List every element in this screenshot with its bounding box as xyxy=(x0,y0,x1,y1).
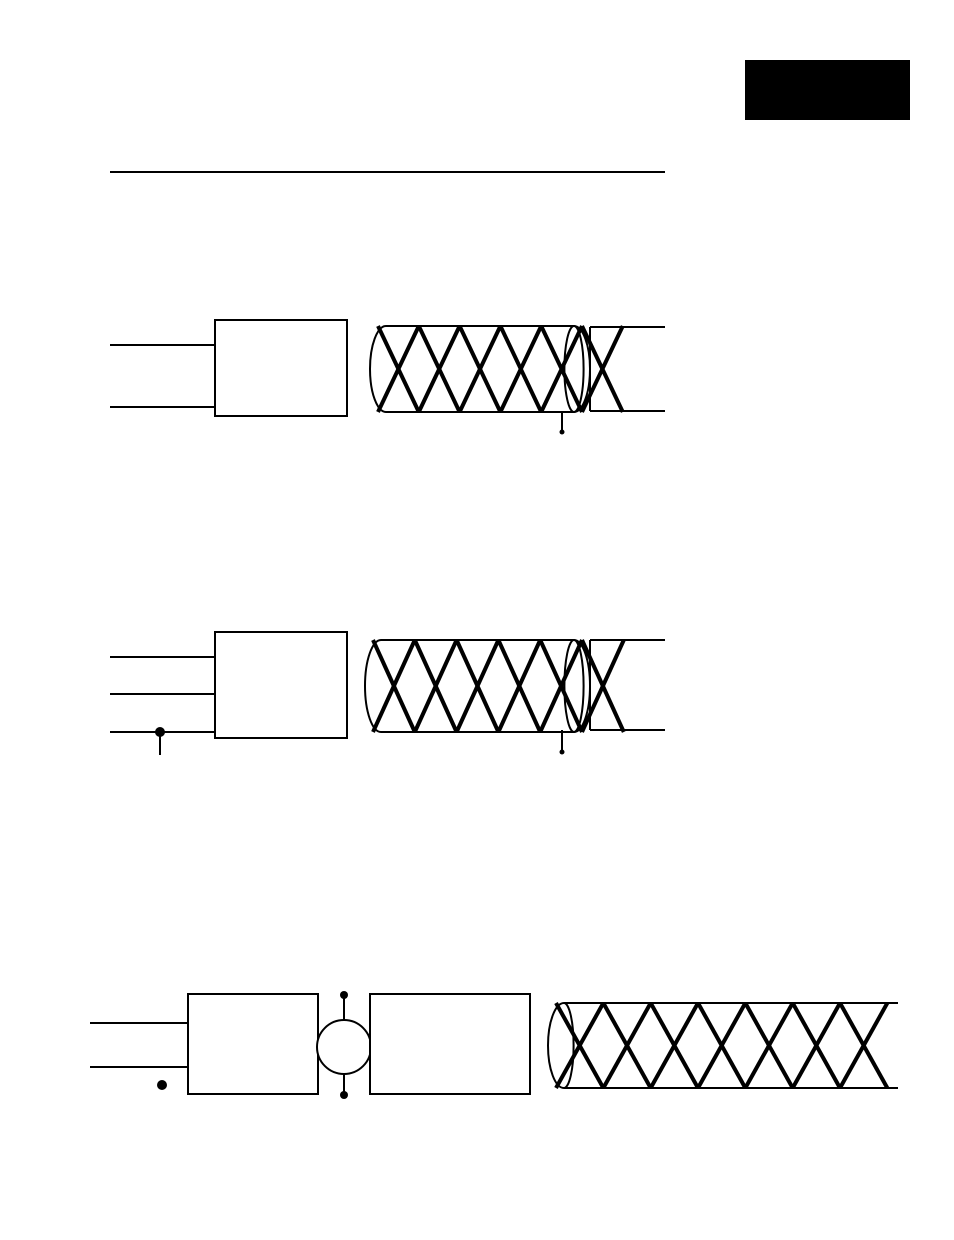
page xyxy=(0,0,954,1235)
header-bar xyxy=(745,60,910,120)
diagram-canvas xyxy=(0,0,954,1235)
